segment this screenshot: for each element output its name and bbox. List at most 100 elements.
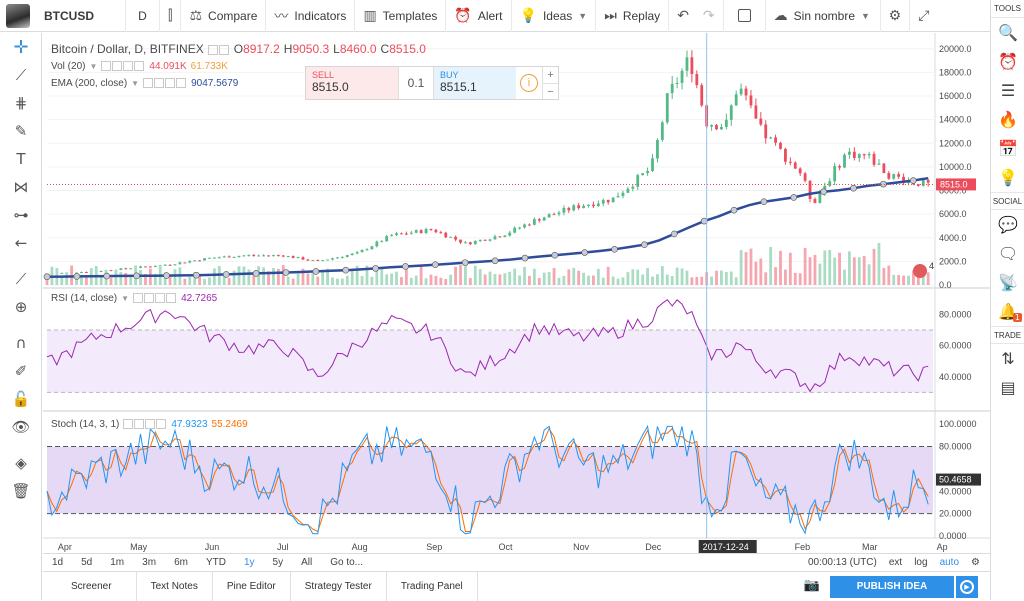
- lock-drawing-icon[interactable]: ✐: [14, 362, 28, 380]
- candle-body: [675, 82, 679, 84]
- eye-icon[interactable]: 👁: [11, 418, 31, 436]
- interval-selector[interactable]: D: [126, 0, 160, 32]
- templates-button[interactable]: ▥ Templates: [355, 0, 447, 32]
- tab-screener[interactable]: Screener: [43, 571, 137, 601]
- range-1d[interactable]: 1d: [52, 556, 64, 568]
- range-all[interactable]: All: [301, 556, 313, 568]
- ema-legend-buttons[interactable]: [143, 78, 187, 89]
- notifications-icon[interactable]: 🔔 1: [998, 302, 1022, 322]
- chart-type-button[interactable]: ⫿: [160, 0, 182, 32]
- streams-icon[interactable]: 📡: [998, 273, 1018, 292]
- watchlist-icon[interactable]: 🔍: [998, 23, 1018, 42]
- range-5y[interactable]: 5y: [272, 556, 284, 568]
- fullscreen-toggle[interactable]: [724, 0, 766, 32]
- range-goto[interactable]: Go to...: [330, 556, 364, 568]
- indicators-button[interactable]: 〰 Indicators: [266, 0, 356, 32]
- stoch-legend-buttons[interactable]: [123, 419, 167, 430]
- volume-bar: [424, 278, 428, 285]
- buy-button[interactable]: BUY 8515.1: [434, 67, 516, 99]
- avatar[interactable]: [0, 0, 36, 32]
- hotlist-icon[interactable]: 🔥: [998, 110, 1018, 129]
- redo-icon[interactable]: ↷: [702, 7, 715, 24]
- private-chat-icon[interactable]: 🗨: [997, 244, 1019, 263]
- pattern-icon[interactable]: ⋈: [13, 178, 29, 196]
- chart-area[interactable]: 20000.0 18000.0 16000.0 14000.0 12000.0 10000…: [43, 33, 990, 553]
- save-layout-button[interactable]: ☁ Sin nombre ▼: [766, 0, 881, 32]
- quantity-field[interactable]: 0.1: [398, 67, 434, 99]
- calendar-icon[interactable]: 📅: [998, 139, 1018, 158]
- volume-bar: [823, 250, 827, 285]
- ruler-icon[interactable]: ⟋: [15, 270, 27, 288]
- chat-icon[interactable]: 💬: [998, 215, 1018, 234]
- play-icon: ▶: [960, 580, 974, 594]
- fib-icon[interactable]: ⋕: [14, 94, 28, 112]
- idea-icon[interactable]: 💡: [998, 168, 1018, 187]
- range-5d[interactable]: 5d: [81, 556, 93, 568]
- dom-icon[interactable]: ⇅: [1001, 349, 1015, 368]
- volume-bar: [759, 258, 763, 285]
- volume-bar: [296, 273, 300, 285]
- volume-bar: [119, 272, 123, 285]
- volume-bar: [547, 272, 551, 285]
- crosshair-icon[interactable]: ✛: [13, 36, 29, 58]
- candle-body: [316, 260, 320, 262]
- text-icon[interactable]: T: [16, 150, 26, 168]
- account-icon[interactable]: ▤: [1000, 378, 1016, 397]
- zoom-icon[interactable]: ⊕: [14, 298, 28, 316]
- play-button[interactable]: ▶: [956, 576, 978, 598]
- quantity-stepper[interactable]: + −: [542, 67, 558, 99]
- rsi-legend-buttons[interactable]: [133, 293, 177, 304]
- top-toolbar: BTCUSD D ⫿ ⚖ Compare 〰 Indicators ▥ Templat…: [0, 0, 990, 32]
- candles-icon: ⫿: [168, 7, 173, 24]
- range-1m[interactable]: 1m: [110, 556, 125, 568]
- auto-toggle[interactable]: auto: [939, 556, 960, 568]
- minus-button[interactable]: −: [543, 83, 558, 100]
- magnet-icon[interactable]: ∩: [15, 334, 27, 352]
- range-3m[interactable]: 3m: [142, 556, 157, 568]
- plus-button[interactable]: +: [547, 69, 554, 81]
- candle-body: [508, 232, 512, 236]
- symbol-search[interactable]: BTCUSD: [36, 0, 126, 32]
- layers-icon[interactable]: ◈: [15, 454, 27, 472]
- fullscreen-button[interactable]: ⤢: [910, 0, 937, 32]
- back-arrow-icon[interactable]: ←: [14, 234, 28, 252]
- prediction-icon[interactable]: ⊶: [13, 206, 29, 224]
- undo-icon[interactable]: ↶: [677, 7, 689, 24]
- volume-bar: [572, 267, 576, 285]
- data-window-icon[interactable]: ☰: [1000, 81, 1016, 100]
- trend-line-icon[interactable]: ⟋: [15, 66, 27, 84]
- publish-idea-button[interactable]: PUBLISH IDEA: [830, 576, 954, 598]
- legend-buttons[interactable]: [207, 42, 230, 56]
- settings-button[interactable]: ⚙: [881, 0, 911, 32]
- camera-icon[interactable]: 📷: [803, 578, 820, 593]
- sell-button[interactable]: SELL 8515.0: [306, 67, 398, 99]
- trash-icon[interactable]: 🗑: [11, 482, 31, 500]
- ext-toggle[interactable]: ext: [888, 556, 903, 568]
- candle-body: [793, 162, 797, 169]
- candle-body: [784, 148, 787, 162]
- volume-legend-buttons[interactable]: [101, 61, 145, 72]
- replay-button[interactable]: ⏭ Replay: [596, 0, 670, 32]
- brush-icon[interactable]: ✎: [14, 122, 28, 140]
- tab-text-notes[interactable]: Text Notes: [137, 571, 213, 601]
- alert-button[interactable]: ⏰ Alert: [446, 0, 512, 32]
- log-toggle[interactable]: log: [914, 556, 928, 568]
- candle-body: [237, 255, 241, 257]
- chart-settings-icon[interactable]: ⚙: [971, 556, 980, 568]
- tab-strategy-tester[interactable]: Strategy Tester: [291, 571, 387, 601]
- ideas-button[interactable]: 💡 Ideas ▼: [512, 0, 597, 32]
- alarm-icon[interactable]: ⏰: [998, 52, 1018, 71]
- chart-canvas[interactable]: 20000.0 18000.0 16000.0 14000.0 12000.0 10000…: [43, 33, 990, 553]
- volume-bar: [892, 274, 896, 285]
- tab-pine-editor[interactable]: Pine Editor: [213, 571, 291, 601]
- info-button[interactable]: i: [516, 67, 542, 99]
- volume-ma-value: 61.733K: [190, 61, 228, 72]
- compare-button[interactable]: ⚖ Compare: [181, 0, 267, 32]
- volume-bar: [621, 277, 625, 285]
- range-1y[interactable]: 1y: [243, 556, 255, 568]
- range-6m[interactable]: 6m: [174, 556, 188, 568]
- range-ytd[interactable]: YTD: [205, 556, 226, 568]
- lock-icon[interactable]: 🔓: [11, 390, 31, 408]
- tab-trading-panel[interactable]: Trading Panel: [387, 571, 478, 601]
- volume-bar: [247, 269, 251, 285]
